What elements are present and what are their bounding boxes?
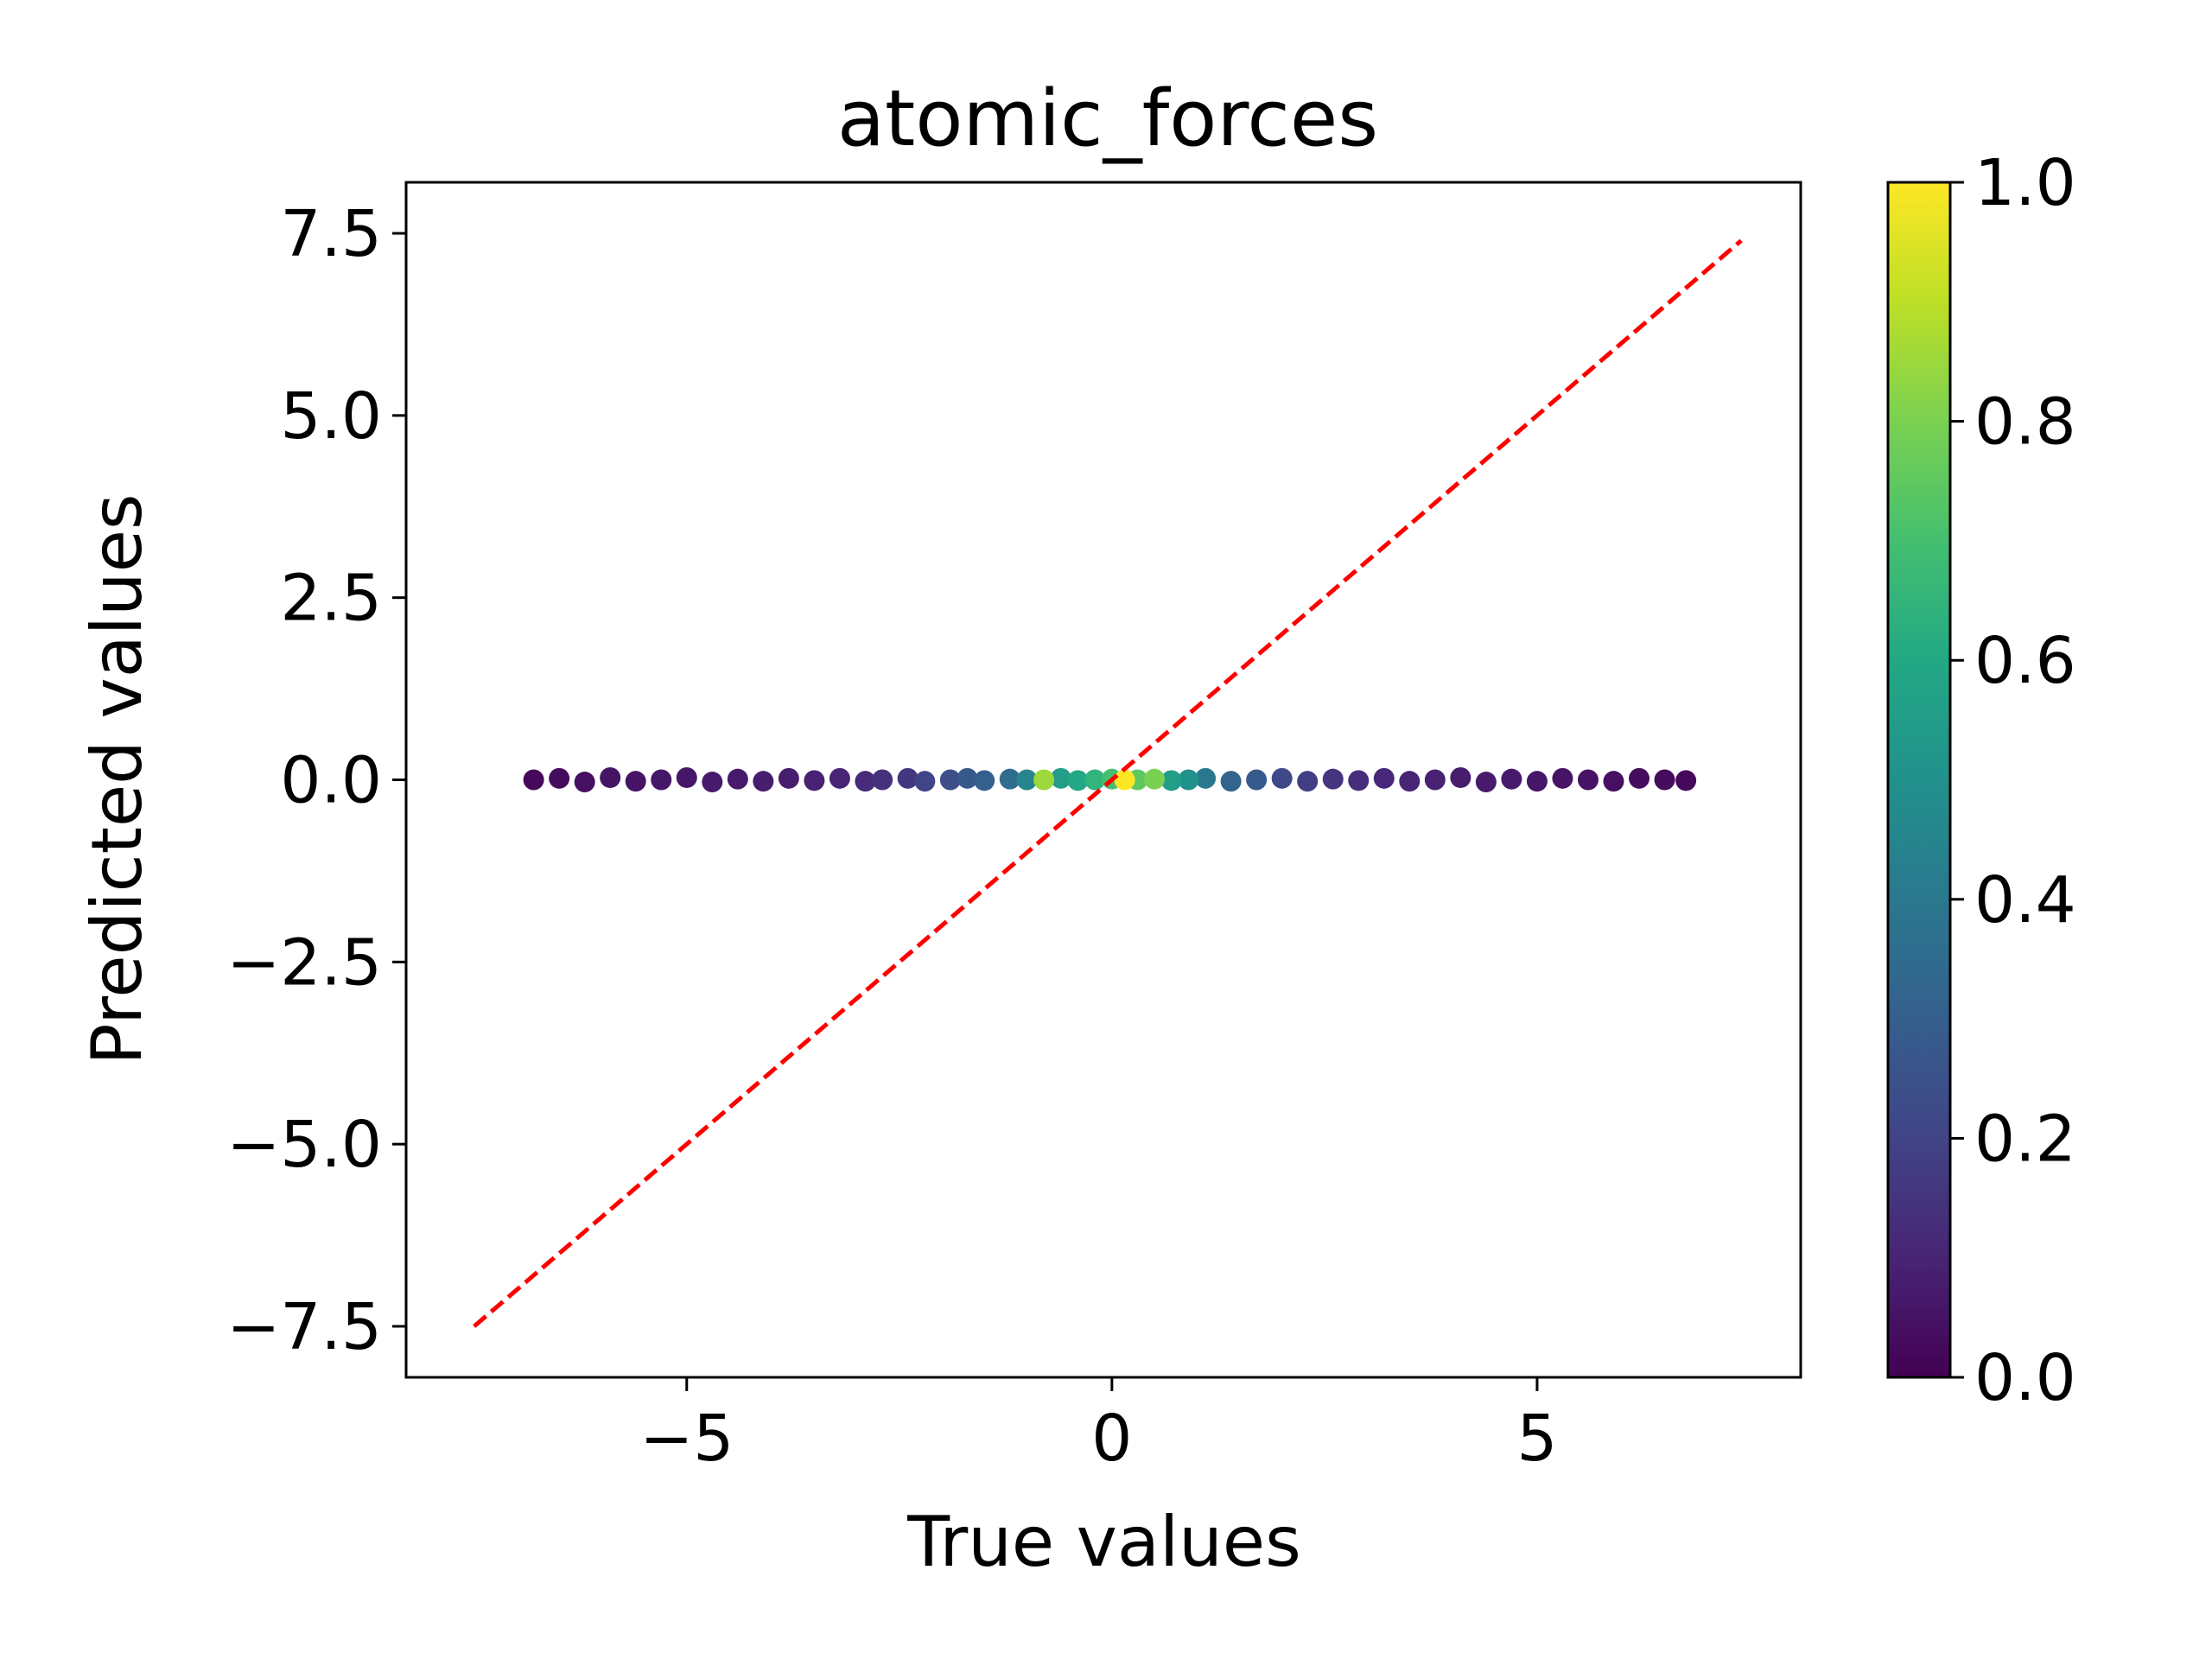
data-point: [1450, 766, 1471, 788]
data-point: [549, 767, 570, 789]
x-axis: −5 0 5: [639, 1377, 1557, 1476]
chart-title: atomic_forces: [837, 73, 1378, 164]
colorbar-tick-label: 0.8: [1974, 385, 2076, 460]
data-point: [1114, 769, 1135, 791]
colorbar-tick-label: 0.0: [1974, 1341, 2076, 1415]
y-axis-label: Predicted values: [77, 493, 157, 1065]
data-point: [1399, 771, 1421, 792]
reference-line: [473, 238, 1743, 1328]
data-point: [855, 771, 876, 792]
y-tick-label: −5.0: [226, 1108, 382, 1182]
data-point: [872, 769, 893, 791]
data-point: [1654, 769, 1675, 791]
data-point: [1178, 769, 1199, 791]
y-tick-label: −7.5: [226, 1290, 382, 1364]
data-point: [753, 771, 774, 792]
data-point: [574, 772, 595, 793]
data-point: [1526, 771, 1548, 792]
data-point: [1675, 770, 1697, 791]
colorbar: [1886, 181, 1952, 1379]
data-point: [999, 768, 1020, 790]
data-point: [1348, 770, 1370, 791]
data-point: [1084, 769, 1106, 791]
data-point: [1577, 769, 1599, 791]
data-point: [1373, 767, 1395, 789]
data-point: [600, 766, 621, 788]
data-point: [914, 771, 936, 792]
data-point: [1629, 767, 1650, 789]
data-point: [1220, 771, 1242, 792]
colorbar-tick-label: 0.6: [1974, 624, 2076, 698]
data-point: [676, 766, 697, 788]
colorbar-tick-label: 0.2: [1974, 1102, 2076, 1176]
data-point: [778, 767, 799, 789]
data-point: [1033, 769, 1055, 791]
y-tick-label: 2.5: [280, 562, 382, 636]
data-point: [651, 769, 672, 791]
data-point: [523, 769, 544, 791]
data-point: [939, 769, 961, 791]
y-axis: −7.5 −5.0 −2.5 0.0 2.5 5.0 7.5: [226, 197, 406, 1364]
data-point: [1195, 767, 1217, 789]
x-axis-label: True values: [906, 1502, 1301, 1582]
data-point: [897, 767, 918, 789]
data-point: [1016, 769, 1038, 791]
data-point: [625, 771, 646, 792]
x-tick-label: −5: [639, 1402, 734, 1476]
x-tick-label: 5: [1516, 1402, 1557, 1476]
data-point: [1271, 767, 1293, 789]
data-point: [1160, 770, 1182, 791]
colorbar-axis: 0.0 0.2 0.4 0.6 0.8 1.0: [1950, 146, 2076, 1415]
data-point: [727, 768, 748, 790]
plot-area: [473, 238, 1743, 1328]
data-point: [1424, 769, 1446, 791]
y-tick-label: 0.0: [280, 744, 382, 818]
x-tick-label: 0: [1091, 1402, 1132, 1476]
data-point: [1297, 771, 1319, 792]
data-point: [1050, 767, 1071, 789]
y-tick-label: −2.5: [226, 925, 382, 1000]
data-point: [1322, 768, 1344, 790]
data-point: [1067, 770, 1089, 791]
y-tick-label: 7.5: [280, 197, 382, 271]
data-point: [1144, 768, 1166, 790]
data-point: [1603, 771, 1624, 792]
data-point: [1552, 767, 1573, 789]
colorbar-tick-label: 0.4: [1974, 863, 2076, 938]
data-point: [829, 767, 850, 789]
data-point: [1475, 772, 1497, 793]
y-tick-label: 5.0: [280, 379, 382, 454]
colorbar-tick-label: 1.0: [1974, 146, 2076, 220]
data-point: [957, 767, 978, 789]
data-point: [1501, 768, 1522, 790]
data-point: [1246, 769, 1268, 791]
data-point: [702, 772, 723, 793]
data-point: [804, 770, 825, 791]
data-point: [974, 770, 995, 791]
